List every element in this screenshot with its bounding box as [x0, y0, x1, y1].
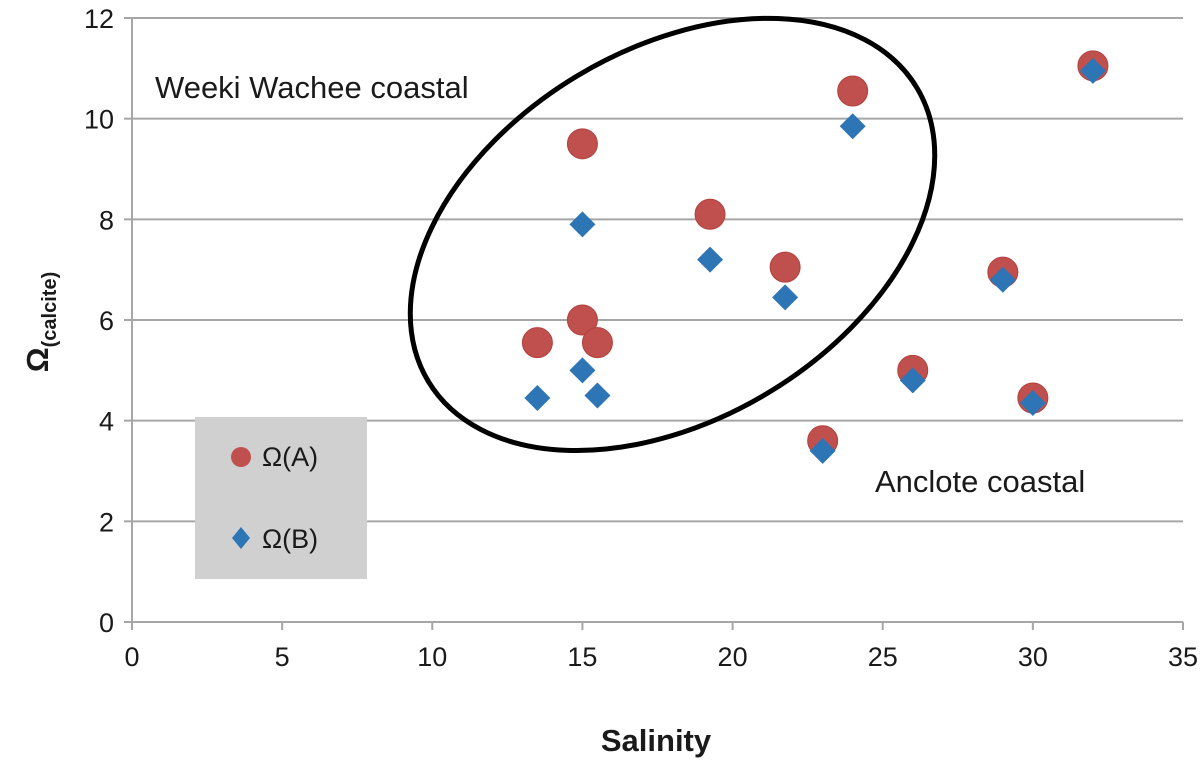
point-b-6	[839, 113, 866, 140]
x-tick-label-15: 15	[567, 642, 597, 672]
point-b-7	[809, 437, 836, 464]
x-tick-label-20: 20	[718, 642, 748, 672]
legend-label-b: Ω(B)	[262, 524, 318, 554]
y-tick-label-2: 2	[99, 507, 114, 537]
y-tick-label-6: 6	[99, 306, 114, 336]
point-a-2	[566, 304, 598, 336]
point-b-9	[989, 266, 1016, 293]
axes	[124, 17, 1184, 630]
point-a-3	[581, 327, 613, 359]
point-a-5	[769, 251, 801, 283]
point-b-2	[569, 357, 596, 384]
series-a-points	[521, 50, 1109, 457]
point-b-5	[772, 284, 799, 311]
legend-marker-diamond	[232, 527, 250, 549]
legend-background	[195, 417, 367, 579]
x-tick-label-25: 25	[868, 642, 898, 672]
annotation-weeki-wachee: Weeki Wachee coastal	[155, 70, 469, 105]
point-a-4	[694, 198, 726, 230]
y-axis-title-sub: (calcite)	[39, 272, 61, 348]
y-axis-title: Ω(calcite)	[20, 272, 61, 372]
series-b-points	[524, 57, 1106, 464]
y-tick-label-4: 4	[99, 407, 114, 437]
legend-label-a: Ω(A)	[262, 442, 318, 472]
point-b-3	[584, 382, 611, 409]
y-tick-label-12: 12	[84, 4, 114, 34]
y-axis-title-main: Ω	[20, 347, 55, 372]
y-tick-label-0: 0	[99, 608, 114, 638]
y-tick-label-10: 10	[84, 105, 114, 135]
point-b-1	[569, 211, 596, 238]
point-b-10	[1019, 390, 1046, 417]
point-b-8	[899, 367, 926, 394]
x-tick-labels: 0 5 10 15 20 25 30 35	[124, 642, 1198, 672]
x-tick-label-35: 35	[1168, 642, 1198, 672]
highlight-ellipse	[407, 15, 938, 454]
legend-marker-circle	[231, 447, 251, 467]
x-tick-label-0: 0	[124, 642, 139, 672]
x-tick-label-10: 10	[417, 642, 447, 672]
y-tick-labels: 0 2 4 6 8 10 12	[84, 4, 114, 638]
point-a-6	[837, 75, 869, 107]
highlight-ellipse-layer	[407, 15, 938, 454]
y-tick-label-8: 8	[99, 205, 114, 235]
x-tick-label-30: 30	[1018, 642, 1048, 672]
x-axis-title: Salinity	[601, 723, 712, 758]
legend: Ω(A) Ω(B)	[195, 417, 367, 579]
x-tick-label-5: 5	[275, 642, 290, 672]
point-a-1	[566, 128, 598, 160]
point-b-11	[1079, 57, 1106, 84]
point-a-0	[521, 327, 553, 359]
point-b-0	[524, 385, 551, 412]
point-b-4	[697, 246, 724, 273]
annotation-anclote: Anclote coastal	[875, 464, 1085, 499]
